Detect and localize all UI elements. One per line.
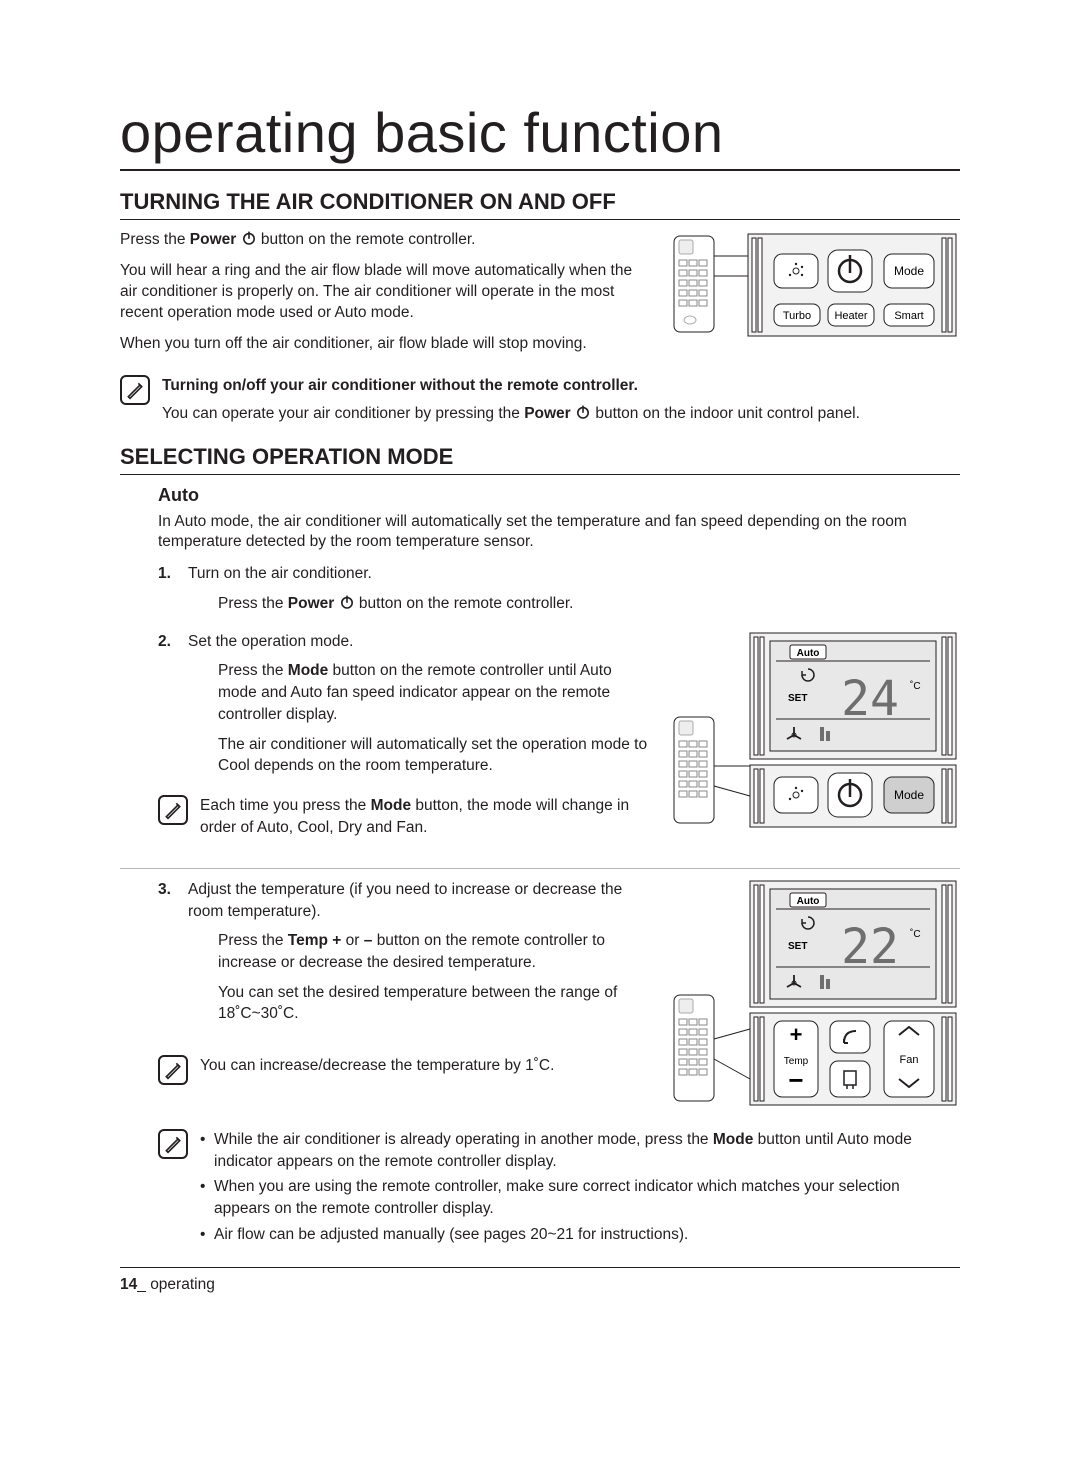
svg-text:Mode: Mode bbox=[894, 788, 924, 802]
power-icon bbox=[339, 594, 355, 610]
step3-instruction-b: You can set the desired temperature betw… bbox=[218, 982, 650, 1025]
svg-text:Auto: Auto bbox=[797, 648, 820, 659]
s1-p3: When you turn off the air conditioner, a… bbox=[120, 334, 650, 355]
svg-text:SET: SET bbox=[788, 941, 807, 952]
note-icon bbox=[158, 1055, 188, 1085]
divider bbox=[120, 868, 960, 869]
step1-instruction: Press the Power button on the remote con… bbox=[218, 593, 573, 615]
step2-instruction-a: Press the Mode button on the remote cont… bbox=[218, 660, 650, 725]
figure-lcd-step2: Auto SET 24 ˚C Mode bbox=[670, 631, 960, 841]
page-footer: 14_ operating bbox=[120, 1267, 960, 1294]
note-icon bbox=[158, 795, 188, 825]
note-text-power-noremote: You can operate your air conditioner by … bbox=[162, 403, 860, 425]
step2-lead: Set the operation mode. bbox=[188, 631, 650, 653]
s1-p2: You will hear a ring and the air flow bl… bbox=[120, 261, 650, 324]
final-bullet-1: While the air conditioner is already ope… bbox=[200, 1129, 960, 1172]
power-icon bbox=[241, 230, 257, 246]
note-icon bbox=[120, 375, 150, 405]
svg-text:22: 22 bbox=[841, 919, 899, 975]
svg-text:˚C: ˚C bbox=[910, 680, 921, 692]
final-bullet-3: Air flow can be adjusted manually (see p… bbox=[200, 1224, 960, 1246]
step2-note: Each time you press the Mode button, the… bbox=[200, 795, 650, 840]
svg-text:Turbo: Turbo bbox=[783, 310, 811, 322]
page-title: operating basic function bbox=[120, 100, 960, 171]
svg-text:Mode: Mode bbox=[894, 264, 924, 278]
step2-instruction-b: The air conditioner will automatically s… bbox=[218, 734, 650, 777]
note-icon bbox=[158, 1129, 188, 1159]
svg-text:+: + bbox=[790, 1022, 803, 1047]
s1-p1: Press the Power button on the remote con… bbox=[120, 230, 650, 251]
svg-text:24: 24 bbox=[841, 671, 899, 727]
svg-text:˚C: ˚C bbox=[910, 928, 921, 940]
auto-description: In Auto mode, the air conditioner will a… bbox=[158, 512, 960, 554]
step1-lead: Turn on the air conditioner. bbox=[188, 563, 573, 585]
figure-lcd-step3: Auto SET 22 ˚C + Temp − bbox=[670, 879, 960, 1119]
svg-text:−: − bbox=[788, 1065, 803, 1095]
auto-subheading: Auto bbox=[158, 485, 960, 506]
power-icon bbox=[575, 404, 591, 420]
final-bullet-2: When you are using the remote controller… bbox=[200, 1176, 960, 1219]
svg-text:Smart: Smart bbox=[894, 310, 923, 322]
note-title-power-noremote: Turning on/off your air conditioner with… bbox=[162, 375, 860, 397]
step-number-3: 3. bbox=[158, 879, 180, 1033]
step3-note: You can increase/decrease the temperatur… bbox=[200, 1055, 554, 1077]
svg-text:Auto: Auto bbox=[797, 896, 820, 907]
step3-instruction-a: Press the Temp + or – button on the remo… bbox=[218, 930, 650, 973]
step-number-1: 1. bbox=[158, 563, 180, 622]
section-heading-selecting-mode: SELECTING OPERATION MODE bbox=[120, 444, 960, 475]
svg-text:SET: SET bbox=[788, 693, 807, 704]
svg-text:Heater: Heater bbox=[834, 310, 867, 322]
figure-unit-panel: Mode Turbo Heater Smart bbox=[670, 230, 960, 340]
step-number-2: 2. bbox=[158, 631, 180, 785]
section-heading-turning: TURNING THE AIR CONDITIONER ON AND OFF bbox=[120, 189, 960, 220]
step3-lead: Adjust the temperature (if you need to i… bbox=[188, 879, 650, 922]
svg-text:Fan: Fan bbox=[900, 1054, 919, 1066]
